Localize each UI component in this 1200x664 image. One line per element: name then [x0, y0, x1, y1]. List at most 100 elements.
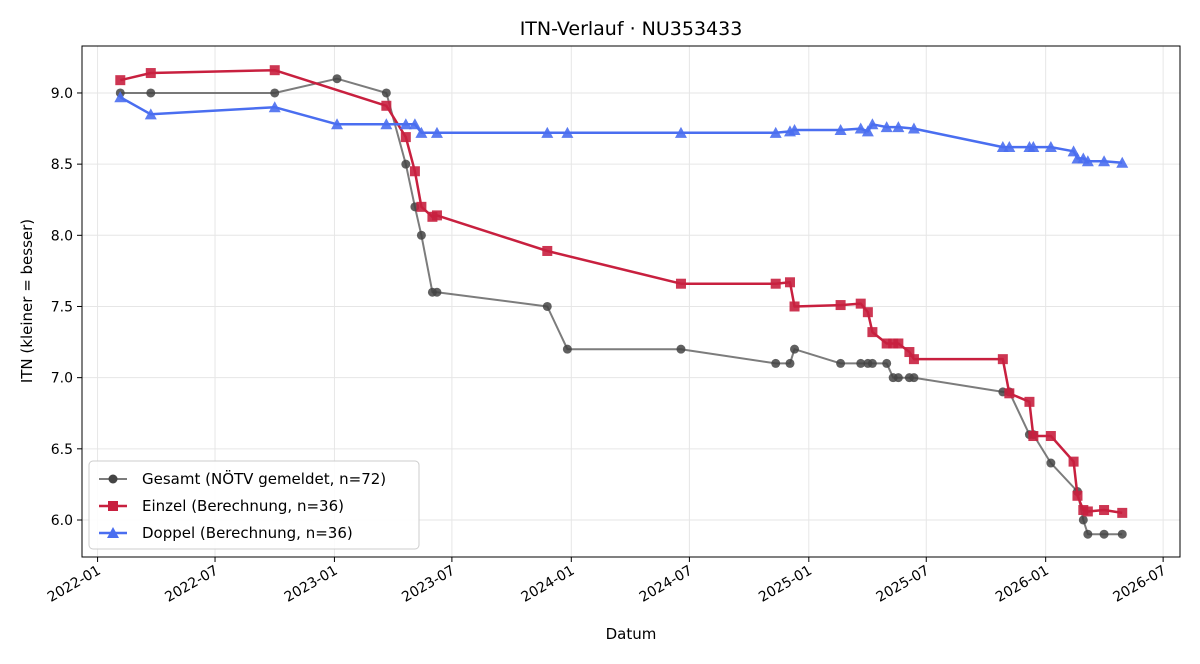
data-point: [1027, 141, 1040, 153]
x-tick-label: 2024-01: [519, 563, 578, 606]
x-axis-label: Datum: [606, 625, 657, 643]
data-point: [1003, 141, 1016, 153]
data-point: [1099, 505, 1110, 516]
legend: Gesamt (NÖTV gemeldet, n=72) Einzel (Bere…: [88, 460, 420, 550]
data-point: [861, 125, 874, 137]
x-tick-label: 2023-07: [399, 563, 458, 606]
y-tick-label: 9.0: [51, 86, 73, 102]
data-point: [892, 121, 905, 133]
data-point: [146, 88, 156, 98]
y-axis-ticks: 6.0 6.5 7.0 7.5 8.0 8.5 9.0: [51, 86, 82, 529]
data-point: [881, 338, 892, 349]
data-point: [431, 210, 442, 221]
data-point: [1072, 490, 1083, 501]
data-point: [1116, 156, 1129, 168]
x-tick-label: 2023-01: [282, 563, 341, 606]
data-point: [904, 347, 915, 358]
x-tick-label: 2026-07: [1110, 563, 1169, 606]
data-point: [145, 68, 156, 79]
data-point: [381, 88, 391, 98]
data-point: [835, 300, 846, 311]
data-point: [562, 344, 572, 354]
legend-label: Einzel (Berechnung, n=36): [142, 497, 344, 515]
data-point: [893, 338, 904, 349]
data-point: [888, 338, 899, 349]
series-line: [119, 96, 1123, 164]
y-tick-label: 8.5: [51, 157, 73, 173]
data-point: [1068, 456, 1079, 467]
data-point: [997, 354, 1008, 365]
plot-frame: [81, 45, 1181, 558]
data-point: [268, 101, 281, 113]
data-point: [855, 298, 866, 309]
data-point: [770, 278, 781, 289]
data-point: [1044, 141, 1057, 153]
data-point: [416, 230, 426, 240]
data-point: [416, 201, 427, 212]
data-point: [381, 100, 392, 111]
data-point: [769, 126, 782, 138]
data-point: [542, 301, 552, 311]
data-point: [893, 373, 903, 383]
legend-label: Doppel (Berechnung, n=36): [142, 524, 353, 542]
data-point: [836, 358, 846, 368]
data-point: [867, 327, 878, 338]
data-point: [415, 126, 428, 138]
series-triangle: [114, 91, 1129, 168]
data-point: [409, 166, 420, 177]
data-point: [332, 74, 342, 84]
series-circle: [115, 74, 1127, 539]
data-point: [1024, 396, 1035, 407]
data-point: [1117, 507, 1128, 518]
y-tick-label: 6.0: [51, 513, 73, 529]
data-point: [331, 118, 344, 130]
data-point: [1004, 388, 1015, 399]
data-point: [430, 126, 443, 138]
x-tick-label: 2025-07: [874, 563, 933, 606]
data-point: [401, 159, 411, 169]
data-point: [380, 118, 393, 130]
data-point: [1078, 515, 1088, 525]
data-point: [784, 277, 795, 288]
data-point: [862, 307, 873, 318]
x-tick-label: 2022-07: [162, 563, 221, 606]
y-tick-label: 6.5: [51, 442, 73, 458]
data-point: [1117, 529, 1127, 539]
data-point: [674, 126, 687, 138]
data-point: [114, 91, 127, 103]
data-point: [854, 122, 867, 134]
data-point: [1099, 529, 1109, 539]
y-tick-label: 7.0: [51, 371, 73, 387]
series-layer: [114, 65, 1129, 539]
legend-swatch-marker: [108, 474, 118, 484]
legend-swatch-marker: [107, 527, 119, 538]
x-tick-label: 2024-07: [637, 563, 696, 606]
data-point: [785, 358, 795, 368]
x-tick-label: 2025-01: [756, 563, 815, 606]
y-tick-label: 8.0: [51, 228, 73, 244]
data-point: [908, 354, 919, 365]
chart-title: ITN-Verlauf · NU353433: [520, 18, 743, 40]
data-point: [1067, 145, 1080, 157]
x-axis-ticks: 2022-01 2022-07 2023-01 2023-07 2024-01 2024-…: [45, 557, 1169, 606]
data-point: [675, 278, 686, 289]
data-point: [1028, 431, 1039, 442]
data-point: [856, 358, 866, 368]
data-point: [541, 126, 554, 138]
data-point: [270, 88, 280, 98]
data-point: [1082, 506, 1093, 517]
data-point: [1046, 458, 1056, 468]
data-point: [676, 344, 686, 354]
data-point: [790, 344, 800, 354]
data-point: [561, 126, 574, 138]
data-point: [1098, 155, 1111, 167]
data-point: [907, 122, 920, 134]
data-point: [269, 65, 280, 76]
x-tick-label: 2022-01: [45, 563, 104, 606]
data-point: [909, 373, 919, 383]
data-point: [866, 118, 879, 130]
legend-box: [88, 460, 420, 550]
data-point: [788, 123, 801, 135]
data-point: [834, 123, 847, 135]
